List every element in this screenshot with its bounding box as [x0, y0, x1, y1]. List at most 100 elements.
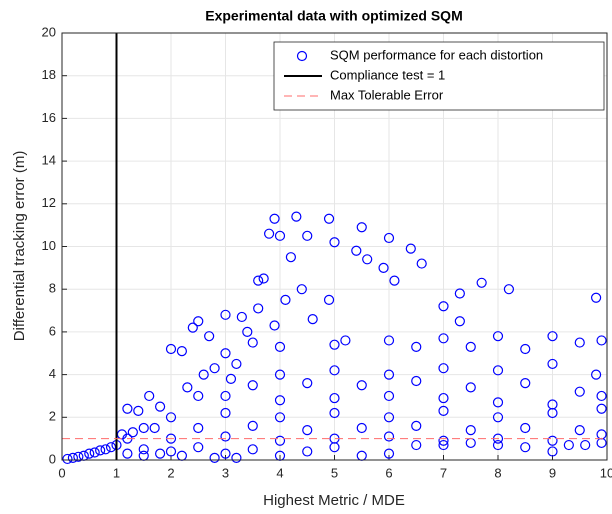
x-tick-label: 7 [440, 465, 447, 480]
y-tick-label: 6 [49, 323, 56, 338]
y-tick-label: 8 [49, 281, 56, 296]
legend-box [273, 41, 605, 111]
data-point [193, 442, 204, 453]
data-point [351, 245, 362, 256]
data-point [187, 322, 198, 333]
data-point [95, 445, 106, 456]
data-point [356, 222, 367, 233]
data-point [155, 401, 166, 412]
data-point [383, 335, 395, 346]
data-point [411, 341, 422, 352]
data-point [580, 439, 591, 451]
data-point [329, 365, 340, 376]
data-point [547, 358, 558, 370]
x-tick-label: 9 [549, 465, 556, 480]
x-tick-label: 10 [600, 465, 612, 480]
data-point [302, 378, 313, 389]
x-axis-label: Highest Metric / MDE [263, 492, 405, 509]
data-point [89, 447, 100, 458]
data-point [438, 405, 449, 416]
data-point [465, 425, 476, 436]
data-point [165, 446, 177, 457]
data-point [574, 425, 585, 436]
data-point [492, 412, 504, 423]
data-point [596, 390, 607, 402]
data-point [520, 442, 531, 453]
data-point [590, 292, 602, 303]
data-point [574, 386, 585, 397]
data-point [220, 348, 231, 359]
data-point [383, 412, 395, 423]
data-point [274, 435, 286, 446]
data-point [411, 439, 422, 451]
data-point [329, 237, 340, 248]
data-point [220, 309, 231, 320]
data-point [547, 446, 558, 457]
data-point [362, 254, 373, 265]
data-point [520, 422, 531, 434]
x-tick-label: 2 [167, 465, 174, 480]
data-point [264, 228, 275, 239]
data-point [198, 369, 209, 380]
data-point [438, 435, 449, 446]
data-point [307, 313, 318, 325]
data-point [323, 294, 335, 305]
data-point [247, 380, 258, 391]
data-point [454, 288, 465, 299]
data-point [302, 230, 313, 241]
x-tick-label: 0 [58, 465, 65, 480]
data-point [438, 301, 449, 312]
data-point [67, 452, 79, 463]
data-point [520, 378, 531, 389]
data-point [492, 439, 504, 451]
data-point [492, 365, 504, 376]
data-point [182, 382, 193, 393]
data-point [438, 333, 449, 344]
x-tick-label: 4 [276, 465, 283, 480]
y-tick-label: 16 [42, 110, 56, 125]
x-tick-label: 1 [113, 465, 120, 480]
x-tick-label: 3 [222, 465, 229, 480]
data-point [236, 311, 247, 323]
data-point [73, 451, 84, 462]
data-point [302, 446, 313, 457]
y-tick-label: 4 [49, 366, 56, 381]
chart-title: Experimental data with optimized SQM [205, 8, 462, 24]
data-point [302, 425, 313, 436]
data-point [323, 213, 335, 224]
legend: SQM performance for each distortion Compl… [273, 41, 605, 111]
data-point [296, 284, 307, 295]
data-point [247, 337, 258, 348]
data-point [220, 390, 231, 402]
data-point [100, 444, 111, 455]
data-point [574, 337, 585, 348]
data-point [520, 343, 531, 355]
y-tick-label: 12 [42, 195, 56, 210]
data-point [253, 275, 264, 286]
legend-label: SQM performance for each distortion [330, 47, 543, 62]
data-point [274, 369, 286, 380]
data-point [149, 422, 160, 434]
data-point [269, 213, 280, 224]
data-point [247, 420, 258, 431]
data-point [122, 448, 133, 459]
y-tick-label: 20 [42, 24, 56, 39]
data-point [220, 407, 231, 419]
data-point [383, 390, 395, 402]
data-point [209, 452, 220, 463]
data-point [547, 331, 558, 342]
data-point [133, 405, 144, 416]
data-point [356, 380, 367, 391]
data-point [138, 422, 149, 434]
data-point [465, 382, 476, 393]
axes-frame [61, 32, 608, 461]
x-tick-label: 8 [494, 465, 501, 480]
data-point [274, 412, 286, 423]
data-point [204, 331, 215, 342]
data-point [62, 453, 73, 465]
data-point [155, 448, 166, 459]
data-point [225, 373, 237, 384]
data-point [269, 320, 280, 331]
